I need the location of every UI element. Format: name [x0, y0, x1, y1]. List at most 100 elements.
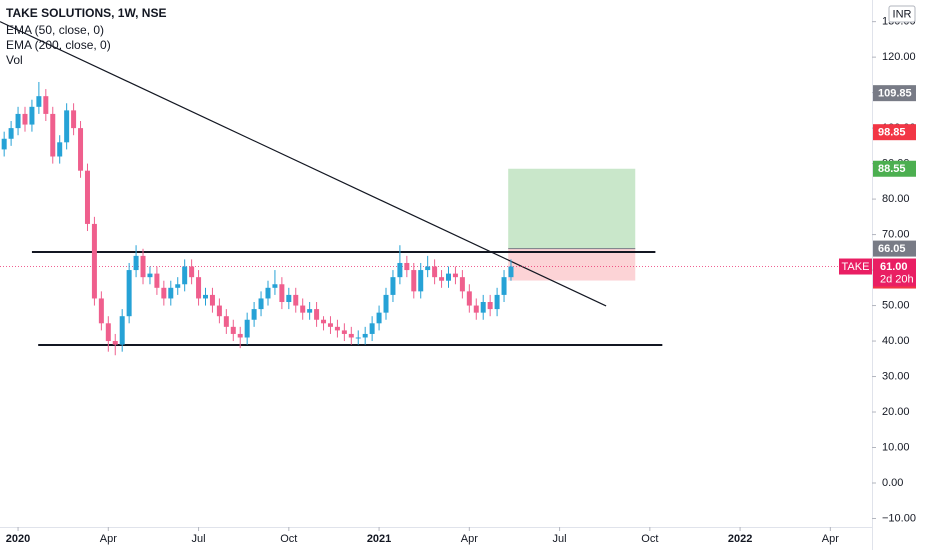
- candle-body: [473, 305, 479, 313]
- candle-body: [105, 323, 111, 342]
- candle-body: [390, 277, 396, 295]
- candle-body: [29, 106, 35, 125]
- price-label-bg: [873, 160, 916, 177]
- candle-body: [209, 294, 215, 306]
- axes: 130.00120.00110.00100.0090.0080.0070.006…: [6, 16, 916, 545]
- candle-body: [244, 319, 250, 338]
- candle-body: [341, 330, 347, 334]
- candle-body: [133, 255, 139, 271]
- x-tick-label: 2020: [6, 533, 30, 545]
- candle-body: [459, 277, 465, 292]
- y-tick-label: 80.00: [882, 193, 910, 205]
- candle-body: [154, 273, 160, 288]
- indicator-label: EMA (200, close, 0): [6, 38, 111, 52]
- candle-body: [314, 309, 320, 320]
- y-tick-label: 30.00: [882, 370, 910, 382]
- target-zone: [508, 168, 636, 249]
- candle-body: [279, 284, 285, 303]
- candle-body: [196, 277, 202, 299]
- stop-zone: [508, 248, 636, 281]
- candle-body: [300, 305, 306, 313]
- x-tick-label: Oct: [641, 533, 658, 545]
- candle-body: [71, 110, 77, 129]
- candle-body: [91, 223, 97, 299]
- symbol-tag: TAKE: [842, 261, 870, 273]
- candle-body: [439, 277, 445, 281]
- candle-body: [182, 266, 188, 285]
- candle-body: [223, 316, 229, 327]
- candle-body: [43, 96, 49, 114]
- symbol-tag-bg: [839, 258, 872, 275]
- candle-body: [147, 273, 153, 278]
- drawn-line: [0, 21, 607, 307]
- candle-body: [265, 287, 271, 299]
- price-label: 88.55: [878, 163, 906, 175]
- y-tick-label: 20.00: [882, 406, 910, 418]
- y-tick-label: 50.00: [882, 299, 910, 311]
- y-tick-label: 70.00: [882, 228, 910, 240]
- candle-body: [57, 142, 63, 157]
- candle-body: [98, 298, 104, 324]
- candle-body: [126, 270, 132, 317]
- candle-body: [376, 312, 382, 324]
- candle-body: [22, 113, 28, 125]
- price-label: 98.85: [878, 127, 906, 139]
- candle-body: [487, 302, 493, 310]
- x-tick-label: 2022: [728, 533, 752, 545]
- candle-body: [189, 266, 195, 278]
- candle-body: [140, 255, 146, 278]
- currency-button[interactable]: [888, 5, 916, 23]
- candle-body: [258, 298, 264, 310]
- candle-body: [237, 333, 243, 338]
- candle-body: [293, 294, 299, 306]
- price-label-bg: [873, 124, 916, 141]
- candle-body: [383, 294, 389, 313]
- candle-body: [203, 294, 209, 299]
- candle-body: [508, 266, 514, 278]
- candle-body: [425, 266, 431, 271]
- candle-body: [418, 270, 424, 292]
- plot-area: [0, 21, 872, 356]
- candle-body: [175, 284, 181, 288]
- candle-body: [397, 262, 403, 278]
- candle-body: [466, 291, 472, 306]
- symbol-title: TAKE SOLUTIONS, 1W, NSE: [6, 6, 166, 20]
- candle-body: [307, 309, 313, 313]
- y-tick-label: 0.00: [882, 477, 903, 489]
- last-price-bg: [873, 258, 916, 287]
- candle-body: [452, 273, 458, 278]
- candle-body: [230, 326, 236, 334]
- candle-body: [432, 266, 438, 278]
- x-tick-label: Apr: [461, 533, 478, 545]
- y-tick-label: −10.00: [882, 512, 916, 524]
- candle-body: [251, 309, 257, 320]
- indicator-label: Vol: [6, 53, 23, 67]
- x-tick-label: Apr: [100, 533, 117, 545]
- candle-body: [50, 113, 56, 157]
- candle-body: [334, 326, 340, 331]
- candle-body: [369, 323, 375, 334]
- candle-body: [362, 333, 368, 338]
- countdown-label: 2d 20h: [880, 273, 914, 285]
- x-tick-label: Jul: [192, 533, 206, 545]
- indicator-label: EMA (50, close, 0): [6, 23, 104, 37]
- price-label-bg: [873, 240, 916, 257]
- y-tick-label: 120.00: [882, 51, 916, 63]
- candle-body: [8, 128, 14, 139]
- price-label: 109.85: [878, 88, 912, 100]
- candle-body: [161, 287, 167, 299]
- candle-body: [404, 262, 410, 271]
- candle-body: [501, 277, 507, 295]
- price-label-bg: [873, 85, 916, 102]
- y-tick-label: 10.00: [882, 441, 910, 453]
- candle-body: [64, 110, 70, 143]
- candle-body: [119, 316, 125, 345]
- candle-body: [411, 270, 417, 292]
- candle-body: [445, 273, 451, 281]
- candle-body: [286, 294, 292, 303]
- x-tick-label: Oct: [280, 533, 297, 545]
- candle-body: [494, 294, 500, 310]
